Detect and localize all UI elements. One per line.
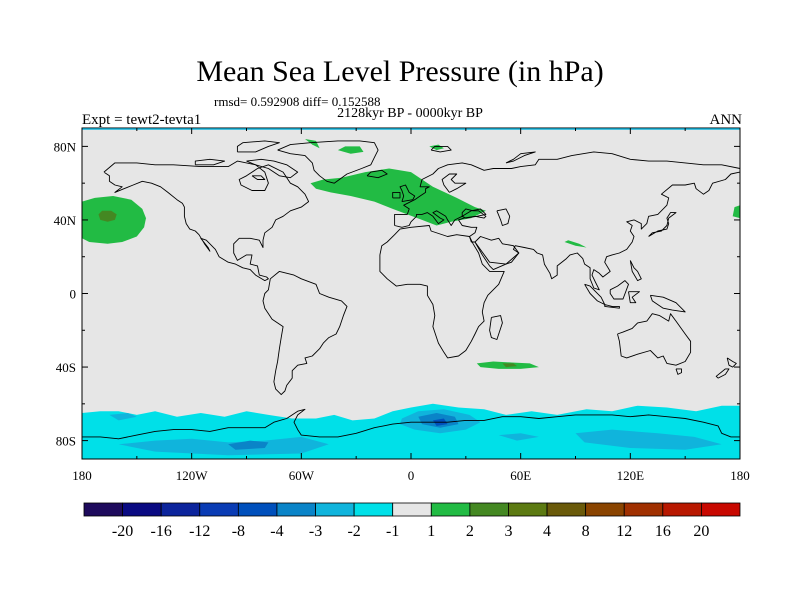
anomaly-north-atlantic-europe-positive	[310, 168, 486, 226]
anomaly-pacific-east-edge	[732, 205, 740, 219]
x-tick-label: 120W	[176, 468, 209, 483]
map-title: Mean Sea Level Pressure (in hPa)	[196, 55, 604, 88]
coastline-sulawesi	[628, 291, 640, 304]
coastline-black-sea	[461, 208, 487, 219]
colorbar-label: 8	[582, 523, 590, 540]
coastline-novaya-zemlya	[505, 151, 536, 164]
colorbar-swatch	[701, 502, 741, 517]
coastline-africa	[379, 225, 505, 359]
colorbar-label: -8	[232, 523, 245, 540]
x-tick-label: 60W	[289, 468, 315, 483]
colorbar-label: 20	[693, 523, 709, 540]
colorbar-swatch	[315, 502, 355, 517]
experiment-label: Expt = tewt2-tevta1	[82, 112, 202, 128]
coastline-greenland	[277, 140, 379, 184]
anomaly-ross-negative-core	[118, 436, 329, 456]
colorbar-swatch	[122, 502, 162, 517]
coastline-madagascar	[489, 315, 503, 340]
anomaly-north-pacific-core	[98, 210, 117, 222]
colorbar-swatch	[469, 502, 509, 517]
colorbar-label: -20	[112, 523, 133, 540]
colorbar-label: -2	[347, 523, 360, 540]
y-tick-label: 80S	[56, 434, 76, 449]
x-tick-label: 180	[72, 468, 92, 483]
colorbar-label: 3	[504, 523, 512, 540]
coastline-antarctica	[82, 408, 740, 440]
coastline-borneo	[609, 280, 629, 300]
season-label: ANN	[709, 112, 743, 128]
coastline-new-zealand-south	[715, 368, 730, 379]
coastline-ellesmere	[236, 140, 280, 153]
colorbar-swatch	[160, 502, 201, 517]
colorbar-swatch	[546, 502, 587, 517]
anomaly-pacific-small-core	[109, 413, 137, 421]
y-tick-label: 40N	[54, 213, 77, 228]
y-tick-label: 80N	[54, 139, 77, 154]
coastline-hudson-bay-islands	[251, 175, 266, 180]
y-tick-label: 0	[70, 287, 77, 302]
x-tick-label: 180	[730, 468, 750, 483]
anomaly-arctic-west	[305, 139, 320, 149]
colorbar-label: 2	[466, 523, 474, 540]
y-tick-label: 40S	[56, 360, 76, 375]
anomaly-southern-ocean-core	[502, 363, 517, 368]
colorbar-swatch	[353, 502, 394, 517]
colorbar-label: -3	[309, 523, 322, 540]
coastline-new-guinea	[649, 294, 686, 313]
colorbar-label: 4	[543, 523, 551, 540]
anomaly-indian-negative	[498, 433, 539, 441]
anomaly-east-antarctic-core	[575, 429, 722, 450]
coastline-philippines	[629, 260, 642, 282]
coastline-iceland	[366, 169, 388, 179]
coastline-arabia-fill	[474, 236, 520, 265]
colorbar-swatch	[662, 502, 702, 517]
colorbar-label: 1	[427, 523, 435, 540]
coastline-south-america	[262, 270, 348, 396]
coastline-svalbard	[430, 145, 452, 153]
colorbar-swatch	[585, 502, 625, 517]
coastline-caspian	[496, 208, 511, 226]
coastline-tasmania	[675, 368, 682, 375]
coastline-baffin	[246, 158, 299, 179]
coastline-scandinavia-fill	[441, 173, 467, 193]
coastline-japan	[648, 212, 677, 237]
colorbar-swatch	[623, 502, 664, 517]
colorbar-label: 16	[655, 523, 671, 540]
colorbar-swatch	[392, 502, 432, 517]
x-tick-label: 0	[408, 468, 415, 483]
colorbar-label: 12	[616, 523, 632, 540]
colorbar-label: -12	[189, 523, 210, 540]
coastline-eurasia	[394, 151, 741, 291]
colorbar-swatch	[83, 502, 123, 517]
coastline-ireland	[392, 191, 401, 199]
anomaly-amundsen-deep	[228, 440, 269, 450]
colorbar-swatch	[508, 502, 548, 517]
x-tick-label: 60E	[510, 468, 531, 483]
coastline-new-zealand-north	[726, 357, 737, 368]
anomaly-central-asia	[564, 240, 587, 248]
coastline-java	[604, 304, 620, 309]
stats-label: rmsd= 0.592908 diff= 0.152588	[214, 94, 381, 109]
colorbar-label: -1	[386, 523, 399, 540]
colorbar-swatch	[430, 502, 471, 517]
colorbar-label: -4	[270, 523, 283, 540]
anomaly-greenland-north	[337, 146, 364, 154]
colorbar-swatch	[276, 502, 316, 517]
colorbar-label: -16	[151, 523, 172, 540]
coastline-victoria-island	[194, 158, 226, 166]
x-tick-label: 120E	[617, 468, 645, 483]
period-label: 2128kyr BP - 0000kyr BP	[337, 106, 483, 121]
coastline-uk	[399, 184, 416, 203]
colorbar-swatch	[199, 502, 239, 517]
coastline-north-america	[103, 160, 310, 282]
colorbar-swatch	[237, 502, 278, 517]
coastline-australia	[617, 313, 692, 366]
